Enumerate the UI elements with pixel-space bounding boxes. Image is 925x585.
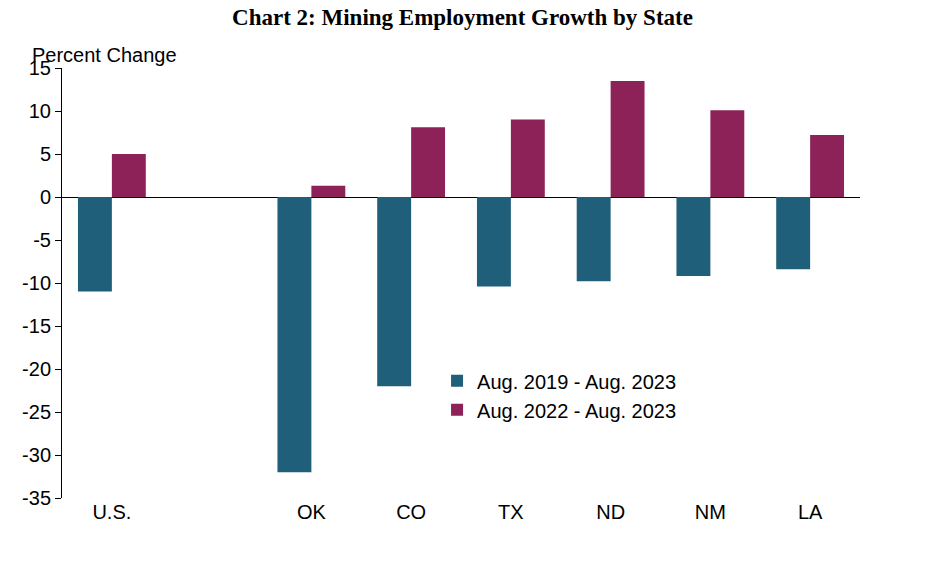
svg-text:LA: LA — [798, 501, 823, 523]
svg-text:OK: OK — [297, 501, 327, 523]
svg-text:5: 5 — [40, 143, 51, 165]
svg-text:10: 10 — [29, 100, 51, 122]
svg-text:Aug. 2019 - Aug. 2023: Aug. 2019 - Aug. 2023 — [477, 371, 676, 393]
svg-text:Chart 2: Mining Employment Gro: Chart 2: Mining Employment Growth by Sta… — [232, 5, 693, 30]
svg-text:Percent Change: Percent Change — [32, 44, 177, 66]
svg-text:-15: -15 — [22, 315, 51, 337]
svg-text:TX: TX — [498, 501, 524, 523]
svg-text:-35: -35 — [22, 487, 51, 509]
svg-text:NM: NM — [695, 501, 726, 523]
svg-text:-10: -10 — [22, 272, 51, 294]
svg-text:CO: CO — [396, 501, 426, 523]
svg-text:U.S.: U.S. — [92, 501, 131, 523]
svg-text:-30: -30 — [22, 444, 51, 466]
svg-text:-25: -25 — [22, 401, 51, 423]
svg-text:ND: ND — [596, 501, 625, 523]
svg-text:-20: -20 — [22, 358, 51, 380]
svg-text:0: 0 — [40, 186, 51, 208]
svg-text:15: 15 — [29, 57, 51, 79]
svg-text:-5: -5 — [33, 229, 51, 251]
svg-text:Aug. 2022 - Aug. 2023: Aug. 2022 - Aug. 2023 — [477, 400, 676, 422]
